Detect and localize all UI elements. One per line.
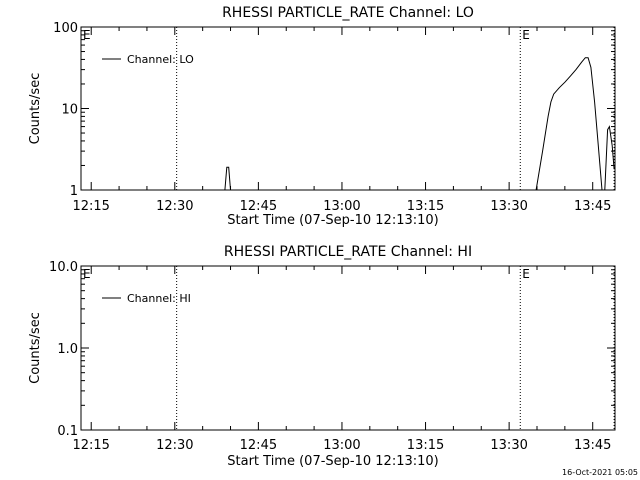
y-axis-label: Counts/sec bbox=[28, 312, 43, 384]
y-tick-label: 0.1 bbox=[57, 424, 78, 439]
chart-title: RHESSI PARTICLE_RATE Channel: HI bbox=[224, 244, 472, 260]
chart-panel-2: RHESSI PARTICLE_RATE Channel: HI 0.1 1.0 10… bbox=[28, 244, 616, 469]
y-axis-label: Counts/sec bbox=[28, 73, 43, 145]
chart-title: RHESSI PARTICLE_RATE Channel: LO bbox=[222, 5, 474, 21]
legend-entry: Channel: LO bbox=[127, 53, 194, 66]
x-tick-label: 13:00 bbox=[323, 438, 360, 453]
axis-frame bbox=[80, 265, 616, 431]
x-tick-label: 13:30 bbox=[490, 199, 527, 214]
series-line-1-segment-3 bbox=[604, 125, 615, 191]
x-tick-label: 12:45 bbox=[240, 438, 277, 453]
x-tick-label: 13:15 bbox=[407, 199, 444, 214]
x-axis-label: Start Time (07-Sep-10 12:13:10) bbox=[227, 454, 438, 469]
chart-panel-1: RHESSI PARTICLE_RATE Channel: LO 1 10 100 12… bbox=[28, 5, 616, 228]
y-tick-label: 10 bbox=[61, 103, 78, 118]
event-marker-label: E bbox=[522, 28, 530, 42]
series-line-1-segment-2 bbox=[535, 57, 603, 191]
x-tick-label: 13:00 bbox=[323, 199, 360, 214]
legend-entry: Channel: HI bbox=[127, 292, 191, 305]
series-line-1-segment-1 bbox=[224, 166, 231, 191]
x-axis-label: Start Time (07-Sep-10 12:13:10) bbox=[227, 213, 438, 228]
x-tick-label: 12:45 bbox=[240, 199, 277, 214]
event-marker-label: E bbox=[83, 267, 91, 281]
footer-timestamp: 16-Oct-2021 05:05 bbox=[562, 468, 638, 477]
y-tick-label: 1 bbox=[70, 184, 78, 199]
x-tick-label: 13:45 bbox=[574, 199, 611, 214]
axis-frame bbox=[80, 26, 616, 191]
x-tick-label: 12:15 bbox=[72, 199, 109, 214]
x-tick-label: 12:30 bbox=[156, 438, 193, 453]
x-tick-label: 13:15 bbox=[407, 438, 444, 453]
x-tick-label: 12:30 bbox=[156, 199, 193, 214]
x-tick-label: 12:15 bbox=[72, 438, 109, 453]
y-tick-label: 10.0 bbox=[49, 260, 78, 275]
event-marker-label: E bbox=[83, 28, 91, 42]
y-tick-label: 100 bbox=[53, 21, 78, 36]
event-marker-label: E bbox=[522, 267, 530, 281]
x-tick-label: 13:30 bbox=[490, 438, 527, 453]
y-tick-label: 1.0 bbox=[57, 342, 78, 357]
x-tick-label: 13:45 bbox=[574, 438, 611, 453]
